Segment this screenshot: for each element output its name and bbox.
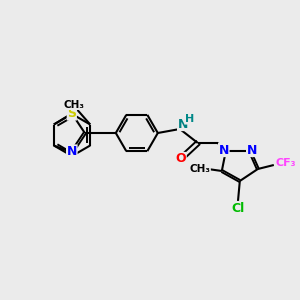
Text: CH₃: CH₃: [64, 100, 85, 110]
Text: Cl: Cl: [231, 202, 244, 214]
Text: H: H: [185, 114, 194, 124]
Text: CF₃: CF₃: [276, 158, 296, 168]
Text: N: N: [178, 118, 188, 130]
Text: CH₃: CH₃: [189, 164, 210, 174]
Text: S: S: [67, 107, 76, 120]
Text: N: N: [67, 145, 77, 158]
Text: N: N: [219, 143, 229, 157]
Text: N: N: [247, 143, 257, 157]
Text: O: O: [176, 152, 186, 166]
